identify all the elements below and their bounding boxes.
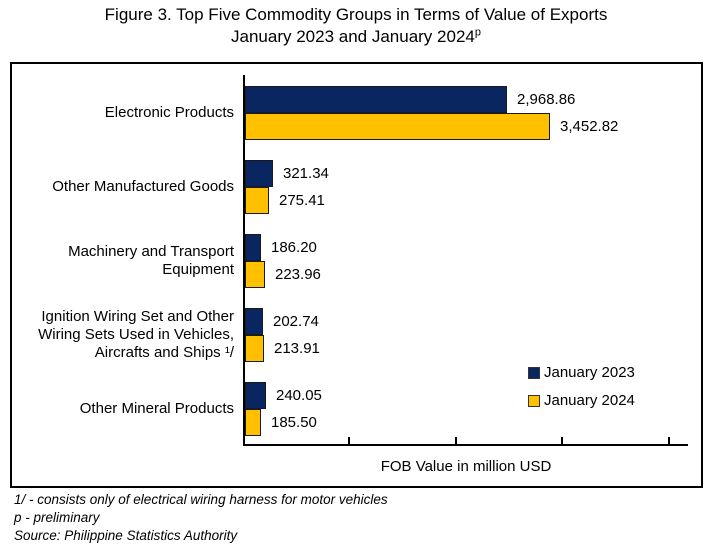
- footnotes: 1/ - consists only of electrical wiring …: [14, 491, 388, 545]
- y-axis-line: [243, 75, 245, 446]
- bar-january-2024-4: [245, 409, 261, 436]
- preliminary-superscript: p: [474, 26, 481, 39]
- bar-january-2024-3: [245, 335, 264, 362]
- legend-swatch-january-2024: [528, 394, 540, 407]
- chart-title-line1: Figure 3. Top Five Commodity Groups in T…: [104, 5, 608, 24]
- footnote-wiring-harness: 1/ - consists only of electrical wiring …: [14, 492, 388, 507]
- value-label-january-2023-0: 2,968.86: [517, 91, 576, 108]
- legend: January 2023 January 2024: [528, 364, 635, 420]
- category-label-0: Electronic Products: [104, 104, 234, 121]
- bar-january-2023-4: [245, 382, 266, 409]
- value-label-january-2023-4: 240.05: [276, 387, 322, 404]
- value-label-january-2023-2: 186.20: [271, 239, 317, 256]
- value-label-january-2024-3: 213.91: [274, 340, 320, 357]
- x-axis-tick-1: [348, 437, 350, 444]
- value-label-january-2024-0: 3,452.82: [560, 118, 619, 135]
- x-axis-tick-2: [455, 437, 457, 444]
- value-label-january-2024-1: 275.41: [279, 192, 325, 209]
- chart-title: Figure 3. Top Five Commodity Groups in T…: [0, 4, 712, 48]
- legend-item-january-2024: January 2024: [528, 392, 635, 409]
- x-axis-line: [243, 444, 688, 446]
- x-axis-tick-3: [561, 437, 563, 444]
- category-label-1: Other Manufactured Goods: [52, 178, 234, 195]
- x-axis-title: FOB Value in million USD: [380, 458, 552, 475]
- footnote-source: Source: Philippine Statistics Authority: [14, 528, 238, 543]
- bar-january-2023-1: [245, 160, 273, 187]
- bar-january-2024-2: [245, 261, 265, 288]
- value-label-january-2024-4: 185.50: [271, 414, 317, 431]
- bar-january-2023-2: [245, 234, 261, 261]
- bar-january-2023-3: [245, 308, 263, 335]
- x-axis-tick-4: [668, 437, 670, 444]
- bar-january-2023-0: [245, 86, 507, 113]
- category-label-4: Other Mineral Products: [79, 400, 234, 417]
- category-label-2: Machinery and Transport Equipment: [68, 243, 234, 278]
- legend-item-january-2023: January 2023: [528, 364, 635, 381]
- bar-january-2024-0: [245, 113, 550, 140]
- legend-swatch-january-2023: [528, 366, 540, 379]
- value-label-january-2023-1: 321.34: [283, 165, 329, 182]
- legend-label-january-2023: January 2023: [544, 364, 635, 381]
- chart-title-line2: January 2023 and January 2024p: [231, 26, 481, 46]
- footnote-preliminary: p - preliminary: [14, 510, 100, 525]
- value-label-january-2023-3: 202.74: [273, 313, 319, 330]
- bar-january-2024-1: [245, 187, 269, 214]
- chart-area: Electronic Products 2,968.86 3,452.82 Other…: [10, 62, 703, 488]
- category-label-3: Ignition Wiring Set and Other Wiring Set…: [38, 308, 234, 361]
- legend-label-january-2024: January 2024: [544, 392, 635, 409]
- value-label-january-2024-2: 223.96: [275, 266, 321, 283]
